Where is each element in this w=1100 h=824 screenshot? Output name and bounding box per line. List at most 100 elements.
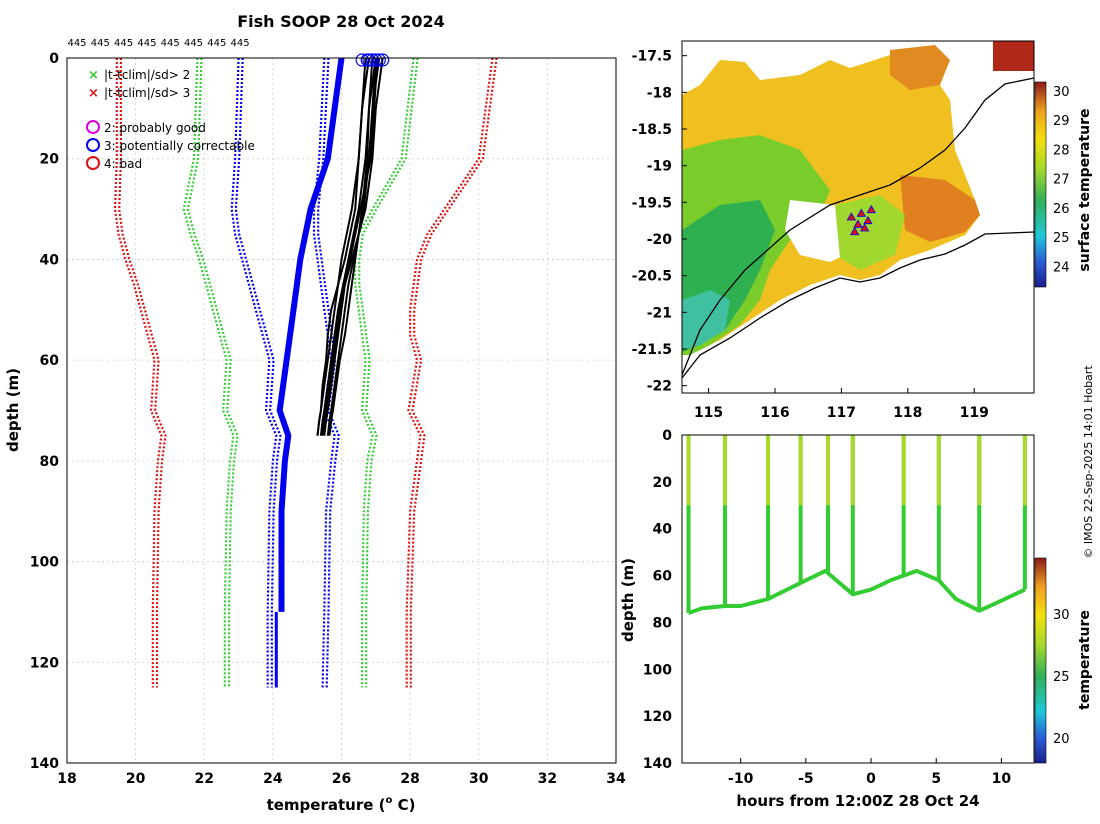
profile-xtick-label: 20: [126, 771, 146, 787]
map-ytick-label: -20.5: [632, 269, 672, 285]
profile-plot-area: [67, 58, 616, 763]
profile-top-labels: 445 445 445 445 445 445 445 445: [67, 38, 249, 49]
profile-xtick-label: 24: [263, 771, 283, 787]
timeseries-points: [686, 435, 1027, 615]
timeseries-ytick-label: 60: [653, 569, 673, 585]
map-panel: 115 116 117 118 119 -17.5 -18 -18.5 -19 -19.5 -20 -…: [632, 40, 1093, 421]
temperature-profile-line: [321, 57, 381, 436]
profile-xtick-label: 32: [538, 771, 557, 787]
profile-xtick-label: 22: [195, 771, 214, 787]
timeseries-colorbar-ticks: 20 25 30: [1053, 608, 1070, 747]
map-axes-frame: [681, 40, 1035, 394]
sst-east-patch: [900, 175, 980, 242]
legend-magenta-circle-icon: [86, 120, 100, 134]
timeseries-colorbar-tick-label: 25: [1053, 670, 1070, 685]
timeseries-colorbar-tick-label: 30: [1053, 608, 1070, 623]
flag-circle-marker: [365, 53, 379, 67]
map-ytick-label: -20: [647, 232, 673, 248]
map-ytick-label: -19.5: [632, 195, 672, 211]
profile-ytick-label: 80: [40, 454, 60, 470]
legend-label-probably-good: 2: probably good: [104, 121, 206, 135]
timeseries-ytick-label: 20: [653, 475, 673, 491]
climatology-mean-line: [274, 57, 345, 688]
profile-panel: 18 20 22 24 26 28 30 32 34 0 20 40 60 80 100 120 140 445…: [4, 38, 626, 814]
sst-corner-patch: [993, 41, 1034, 71]
map-xtick-label: 118: [893, 405, 922, 421]
station-marker: [849, 226, 860, 236]
map-colorbar-tick-label: 29: [1053, 114, 1070, 129]
map-xtick-label: 117: [827, 405, 856, 421]
map-isobath-line: [681, 77, 1035, 376]
flag-circle-marker: [376, 53, 390, 67]
map-xtick-label: 116: [760, 405, 789, 421]
map-colorbar-tick-label: 27: [1053, 173, 1070, 188]
climatology-bound-line: [405, 57, 494, 688]
timeseries-xtick-label: -10: [728, 771, 754, 787]
map-colorbar-tick-label: 25: [1053, 231, 1070, 246]
timeseries-xlabel: hours from 12:00Z 28 Oct 24: [736, 792, 979, 810]
temperature-profile-line: [326, 57, 379, 436]
timeseries-ytick-label: 40: [653, 522, 673, 538]
timeseries-xtick-label: 10: [992, 771, 1012, 787]
profile-top-label: 445: [67, 38, 86, 49]
climatology-bound-line: [358, 57, 419, 688]
map-xtick-label: 119: [960, 405, 989, 421]
timeseries-ytick-label: 80: [653, 615, 673, 631]
legend-red-circle-icon: [86, 156, 100, 170]
map-ytick-label: -22: [647, 379, 672, 395]
temperature-profile-line: [316, 57, 367, 436]
map-ytick-label: -17.5: [632, 49, 672, 65]
map-ytick-label: -21.5: [632, 342, 672, 358]
profile-ylabel: depth (m): [4, 368, 22, 452]
map-colorbar-tick-label: 24: [1053, 261, 1070, 276]
legend-blue-circle-icon: [86, 138, 100, 152]
sst-hot-patch: [890, 45, 950, 90]
timeseries-colorbar: [1034, 557, 1047, 764]
flag-circle-marker: [355, 53, 369, 67]
map-stations: [846, 204, 876, 236]
sst-station-area: [835, 195, 905, 270]
map-colorbar-ticks: 24 25 26 27 28 29 30: [1053, 85, 1070, 276]
profile-xtick-label: 28: [400, 771, 419, 787]
climatology-bound-line: [317, 57, 340, 688]
credit-text: © IMOS 22-Sep-2025 14:01 Hobart: [1082, 365, 1095, 559]
timeseries-ytick-label: 140: [643, 756, 672, 772]
profile-ytick-label: 0: [49, 51, 59, 67]
map-ytick-label: -18.5: [632, 122, 672, 138]
map-xtick-label: 115: [694, 405, 723, 421]
legend-label-3sd: |t-tclim|/sd> 3: [104, 86, 190, 100]
timeseries-colorbar-tick-label: 20: [1053, 732, 1070, 747]
station-marker: [846, 212, 857, 221]
legend-green-x-icon: ×: [88, 68, 99, 83]
flag-circle-marker: [372, 53, 386, 67]
climatology-bound-line: [182, 57, 235, 688]
profile-legend: × |t-tclim|/sd> 2 × |t-tclim|/sd> 3 2: p…: [86, 68, 255, 171]
timeseries-ytick-label: 0: [662, 428, 672, 444]
profile-ytick-label: 60: [40, 353, 60, 369]
timeseries-plot-area: [682, 435, 1034, 763]
sst-field: [682, 41, 1034, 355]
legend-red-x-icon: ×: [88, 86, 99, 101]
flag-circle-marker: [362, 53, 376, 67]
profile-ticks: 18 20 22 24 26 28 30 32 34 0 20 40 60 80 100 120 140: [30, 51, 626, 787]
timeseries-colorbar-label: temperature: [1077, 610, 1093, 710]
figure-title: Fish SOOP 28 Oct 2024: [237, 12, 445, 31]
profile-xtick-label: 18: [57, 771, 76, 787]
legend-label-bad: 4: bad: [104, 157, 142, 171]
map-colorbar-label: surface temperature: [1077, 108, 1093, 271]
profile-ytick-label: 40: [40, 252, 60, 268]
temperature-profile-line: [328, 57, 374, 436]
profile-top-label: 445: [184, 38, 203, 49]
flag-circles: [355, 53, 390, 67]
legend-label-2sd: |t-tclim|/sd> 2: [104, 68, 190, 82]
map-colorbar-tick-label: 30: [1053, 85, 1070, 100]
station-marker: [856, 208, 867, 217]
climatology-bound-line: [118, 58, 167, 688]
map-coastline: [681, 231, 1035, 379]
timeseries-bottom-trace: [687, 568, 1026, 615]
profile-ytick-label: 100: [30, 555, 59, 571]
flag-circle-marker: [369, 53, 383, 67]
map-ytick-label: -19: [647, 159, 672, 175]
timeseries-xtick-label: 0: [866, 771, 876, 787]
map-ytick-label: -18: [647, 85, 672, 101]
